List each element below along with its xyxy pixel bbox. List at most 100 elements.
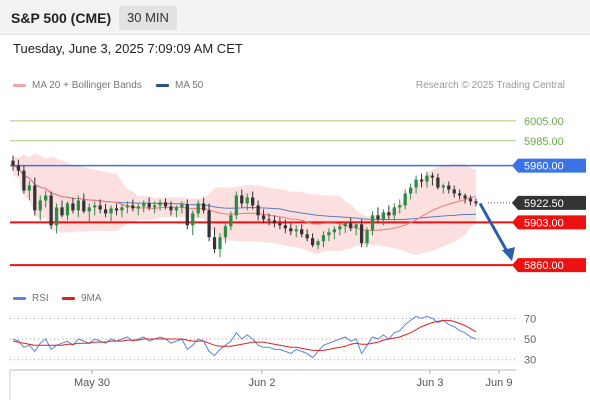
- candle: [381, 209, 386, 226]
- candle: [71, 197, 75, 214]
- ma50-swatch-icon: [156, 83, 169, 87]
- candle: [370, 211, 375, 236]
- candle-body: [365, 230, 369, 244]
- candle: [365, 227, 369, 248]
- candle: [54, 203, 59, 234]
- candle: [169, 201, 173, 216]
- candle: [202, 197, 206, 214]
- candle: [332, 226, 337, 240]
- candle: [256, 200, 260, 221]
- candle: [316, 239, 320, 250]
- candle-body: [354, 224, 358, 229]
- candle-body: [212, 237, 217, 250]
- candle-body: [327, 232, 331, 236]
- candle-body: [125, 205, 130, 208]
- candle-body: [82, 200, 86, 212]
- candle-body: [452, 189, 456, 194]
- candle: [392, 203, 396, 221]
- candle-body: [338, 226, 342, 230]
- candle-body: [180, 204, 184, 208]
- candle: [131, 199, 135, 212]
- candle-body: [381, 212, 386, 220]
- candle: [38, 195, 42, 221]
- candle-body: [278, 223, 282, 226]
- candle: [218, 233, 222, 258]
- candle-body: [392, 207, 396, 216]
- level-tag-5860.00: 5860.00: [512, 258, 586, 273]
- candle-body: [38, 200, 42, 211]
- candle-body: [409, 187, 413, 194]
- candle: [425, 171, 429, 188]
- candle-body: [398, 205, 402, 208]
- candle-body: [16, 165, 21, 171]
- candle-body: [425, 175, 429, 182]
- candle: [338, 223, 342, 236]
- candle-body: [33, 185, 37, 211]
- candle-body: [256, 205, 260, 216]
- legend-rsi: RSI: [13, 293, 49, 304]
- candle: [98, 199, 102, 214]
- candle: [261, 209, 266, 224]
- candle-body: [174, 207, 179, 211]
- candle: [283, 219, 287, 234]
- candle: [403, 189, 407, 210]
- projection-arrow: [478, 202, 510, 254]
- timeframe-button[interactable]: 30 MIN: [119, 6, 177, 30]
- candle-body: [163, 202, 168, 207]
- candle-body: [463, 195, 467, 199]
- candle: [93, 201, 97, 216]
- legend-rsi-ma: 9MA: [62, 293, 102, 304]
- candle: [398, 199, 402, 214]
- legend-ma50-label: MA 50: [175, 80, 204, 91]
- candle-body: [332, 229, 337, 233]
- candle: [458, 189, 462, 200]
- candle: [327, 228, 331, 242]
- candle-body: [387, 212, 391, 216]
- candle: [158, 199, 162, 211]
- candle-body: [370, 215, 375, 231]
- candle-body: [71, 203, 75, 211]
- candle: [103, 203, 108, 218]
- candle-body: [93, 205, 97, 208]
- level-tag-bg: [512, 195, 586, 210]
- candle: [419, 173, 424, 188]
- candle-body: [267, 219, 271, 221]
- candle: [185, 199, 189, 230]
- candle: [109, 205, 113, 222]
- candle-body: [98, 205, 102, 210]
- candle: [376, 207, 380, 224]
- candle: [234, 191, 238, 220]
- candle-body: [294, 229, 298, 232]
- candle: [229, 211, 233, 231]
- candle: [452, 185, 456, 198]
- candle-body: [376, 215, 380, 220]
- candle: [27, 180, 31, 201]
- candle: [76, 195, 80, 218]
- candle-body: [158, 202, 162, 206]
- candle: [22, 165, 26, 194]
- level-tag-5922.50: 5922.50: [512, 195, 586, 210]
- rsi-line: [12, 315, 477, 359]
- candle-body: [316, 241, 320, 246]
- candle: [196, 200, 200, 218]
- candle: [272, 215, 277, 228]
- candle: [359, 219, 364, 248]
- x-tick-jun-3: Jun 3: [417, 377, 444, 389]
- ma20-swatch-icon: [13, 83, 26, 87]
- instrument-title: S&P 500 (CME): [11, 10, 112, 26]
- candle: [87, 203, 91, 222]
- candle: [245, 193, 249, 211]
- candle: [114, 203, 119, 216]
- rsi-ma-swatch-icon: [62, 296, 75, 300]
- candle-body: [430, 175, 435, 178]
- research-credit: Research © 2025 Trading Central: [415, 80, 565, 91]
- rsi-ma-line: [12, 319, 477, 351]
- candle: [207, 203, 211, 242]
- candle-body: [289, 228, 293, 232]
- candle: [136, 203, 140, 216]
- candle-body: [120, 207, 124, 211]
- candle: [387, 205, 391, 220]
- rsi-tick-30: 30: [524, 355, 536, 367]
- candle: [33, 177, 37, 216]
